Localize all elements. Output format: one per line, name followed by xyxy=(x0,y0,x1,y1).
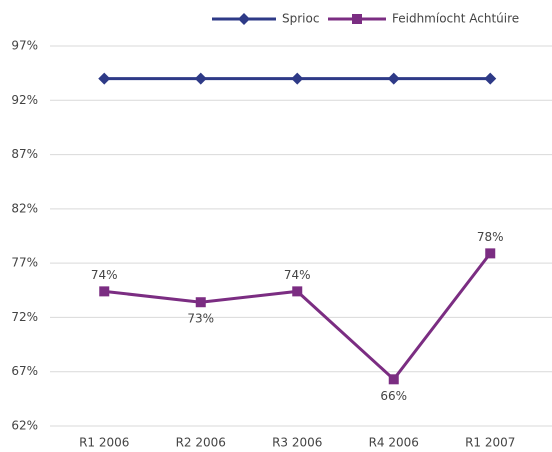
legend-label: Feidhmíocht Achtúire xyxy=(392,12,519,26)
y-tick-label: 92% xyxy=(11,93,38,107)
point xyxy=(291,72,304,85)
point xyxy=(194,72,207,85)
x-tick-label: R4 2006 xyxy=(369,436,419,450)
x-tick-label: R2 2006 xyxy=(176,436,226,450)
x-tick-label: R1 2007 xyxy=(465,436,515,450)
y-tick-label: 72% xyxy=(11,310,38,324)
point xyxy=(98,72,111,85)
y-tick-label: 87% xyxy=(11,147,38,161)
point xyxy=(485,248,496,259)
y-tick-label: 97% xyxy=(11,39,38,53)
data-label: 66% xyxy=(380,389,407,403)
data-label: 74% xyxy=(284,268,311,282)
point xyxy=(484,72,497,85)
x-tick-label: R3 2006 xyxy=(272,436,322,450)
y-tick-label: 67% xyxy=(11,364,38,378)
data-label: 74% xyxy=(91,268,118,282)
point xyxy=(195,297,206,308)
point xyxy=(387,72,400,85)
data-label: 78% xyxy=(477,230,504,244)
point xyxy=(292,286,303,297)
point xyxy=(388,374,399,385)
point xyxy=(352,14,362,24)
legend-label: Sprioc xyxy=(282,12,319,26)
x-tick-label: R1 2006 xyxy=(79,436,129,450)
y-tick-label: 62% xyxy=(11,419,38,433)
y-tick-label: 82% xyxy=(11,201,38,215)
data-label: 73% xyxy=(187,312,214,326)
point xyxy=(238,13,250,25)
y-tick-label: 77% xyxy=(11,256,38,270)
point xyxy=(99,286,110,297)
